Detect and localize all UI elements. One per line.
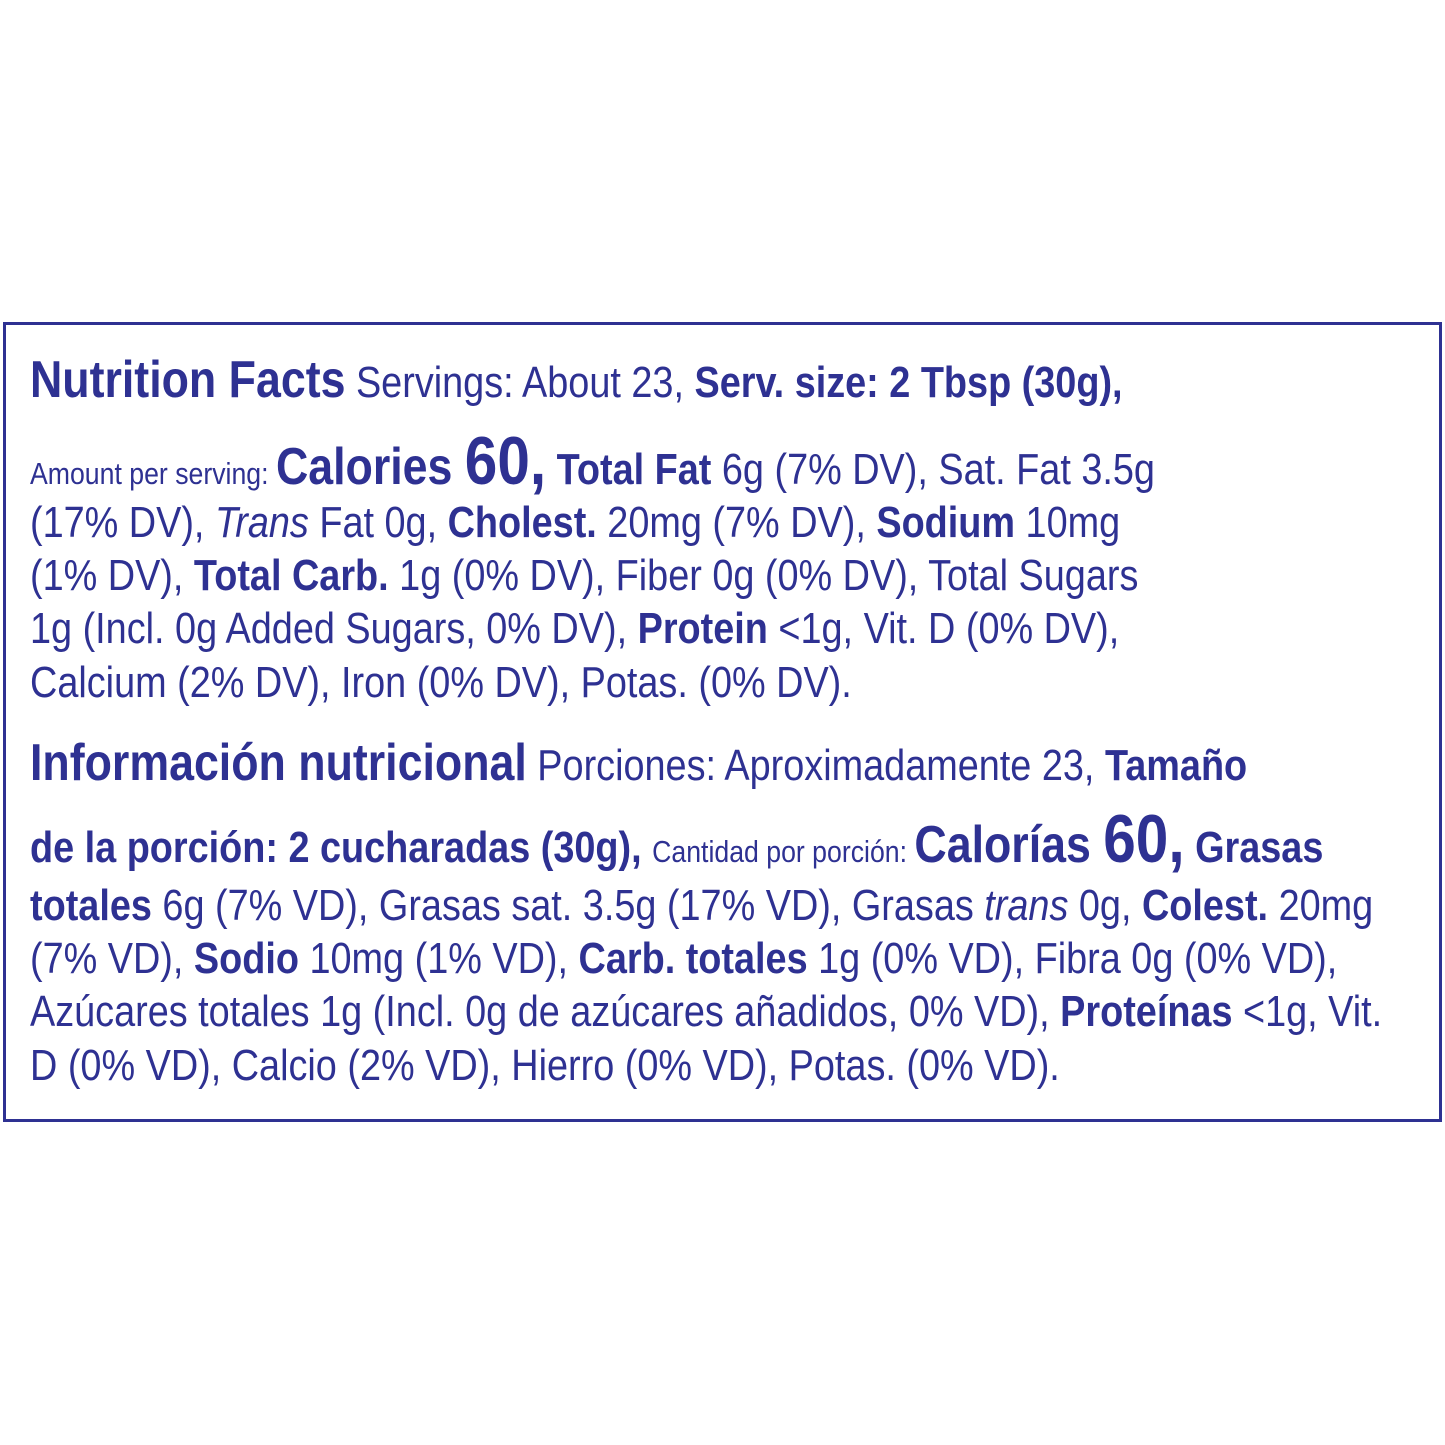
text-segment: trans bbox=[984, 880, 1068, 929]
label-line: (7% VD), Sodio 10mg (1% VD), Carb. total… bbox=[30, 933, 1337, 982]
label-border bbox=[3, 322, 1442, 1122]
text-segment: Servings: About 23, bbox=[345, 357, 694, 406]
text-segment: Sodio bbox=[194, 933, 299, 982]
text-segment: Información nutricional bbox=[30, 734, 527, 792]
text-segment: Carb. totales bbox=[579, 933, 808, 982]
text-segment: Colest. bbox=[1142, 880, 1268, 929]
label-line: de la porción: 2 cucharadas (30g), Canti… bbox=[30, 802, 1323, 877]
text-segment: Sodium bbox=[876, 497, 1015, 546]
text-segment: Grasas bbox=[1185, 822, 1324, 871]
label-line: (1% DV), Total Carb. 1g (0% DV), Fiber 0… bbox=[30, 550, 1138, 599]
text-segment: 1g (Incl. 0g Added Sugars, 0% DV), bbox=[30, 603, 638, 652]
text-segment: (1% DV), bbox=[30, 550, 194, 599]
text-segment: (7% VD), bbox=[30, 933, 194, 982]
text-segment: Tamaño bbox=[1105, 740, 1247, 789]
text-segment: Nutrition Facts bbox=[30, 351, 345, 409]
text-segment: Total Carb. bbox=[194, 550, 389, 599]
text-segment: 1g (0% DV), Fiber 0g (0% DV), Total Suga… bbox=[389, 550, 1139, 599]
text-segment: 0g, bbox=[1068, 880, 1142, 929]
text-segment: Calorías bbox=[914, 816, 1103, 874]
text-segment: <1g, Vit. D (0% DV), bbox=[768, 603, 1119, 652]
label-line: totales 6g (7% VD), Grasas sat. 3.5g (17… bbox=[30, 880, 1373, 929]
label-line: 1g (Incl. 0g Added Sugars, 0% DV), Prote… bbox=[30, 603, 1119, 652]
label-line: D (0% VD), Calcio (2% VD), Hierro (0% VD… bbox=[30, 1040, 1060, 1089]
text-segment: 60, bbox=[1103, 802, 1184, 877]
text-segment: D (0% VD), Calcio (2% VD), Hierro (0% VD… bbox=[30, 1040, 1060, 1089]
text-segment: Serv. size: 2 Tbsp (30g), bbox=[694, 357, 1122, 406]
text-segment: Trans bbox=[215, 497, 309, 546]
text-segment: 10mg bbox=[1015, 497, 1120, 546]
text-segment: 6g (7% DV), Sat. Fat 3.5g bbox=[711, 444, 1155, 493]
text-segment: Proteínas bbox=[1060, 986, 1232, 1035]
text-segment: Total Fat bbox=[546, 444, 712, 493]
text-segment: 60, bbox=[465, 424, 546, 499]
text-segment: Cholest. bbox=[448, 497, 597, 546]
label-line: Azúcares totales 1g (Incl. 0g de azúcare… bbox=[30, 986, 1382, 1035]
text-segment: Azúcares totales 1g (Incl. 0g de azúcare… bbox=[30, 986, 1060, 1035]
text-segment: Fat 0g, bbox=[309, 497, 448, 546]
label-line: Nutrition Facts Servings: About 23, Serv… bbox=[30, 351, 1123, 409]
label-line: Amount per serving: Calories 60, Total F… bbox=[30, 424, 1155, 499]
text-segment: Cantidad por porción: bbox=[652, 835, 914, 869]
text-segment: de la porción: 2 cucharadas (30g), bbox=[30, 822, 652, 871]
text-segment: 10mg (1% VD), bbox=[299, 933, 579, 982]
text-segment: 20mg bbox=[1268, 880, 1373, 929]
text-segment: (17% DV), bbox=[30, 497, 215, 546]
text-segment: 6g (7% VD), Grasas sat. 3.5g (17% VD), G… bbox=[152, 880, 984, 929]
label-line: Calcium (2% DV), Iron (0% DV), Potas. (0… bbox=[30, 657, 852, 706]
label-line: (17% DV), Trans Fat 0g, Cholest. 20mg (7… bbox=[30, 497, 1120, 546]
text-segment: 1g (0% VD), Fibra 0g (0% VD), bbox=[808, 933, 1338, 982]
text-segment: totales bbox=[30, 880, 152, 929]
label-line: Información nutricional Porciones: Aprox… bbox=[30, 734, 1247, 792]
text-segment: Calories bbox=[276, 438, 465, 496]
text-segment: Protein bbox=[638, 603, 768, 652]
text-segment: Porciones: Aproximadamente 23, bbox=[527, 740, 1105, 789]
text-segment: Calcium (2% DV), Iron (0% DV), Potas. (0… bbox=[30, 657, 852, 706]
text-segment: 20mg (7% DV), bbox=[597, 497, 877, 546]
text-segment: <1g, Vit. bbox=[1233, 986, 1383, 1035]
text-segment: Amount per serving: bbox=[30, 457, 276, 491]
